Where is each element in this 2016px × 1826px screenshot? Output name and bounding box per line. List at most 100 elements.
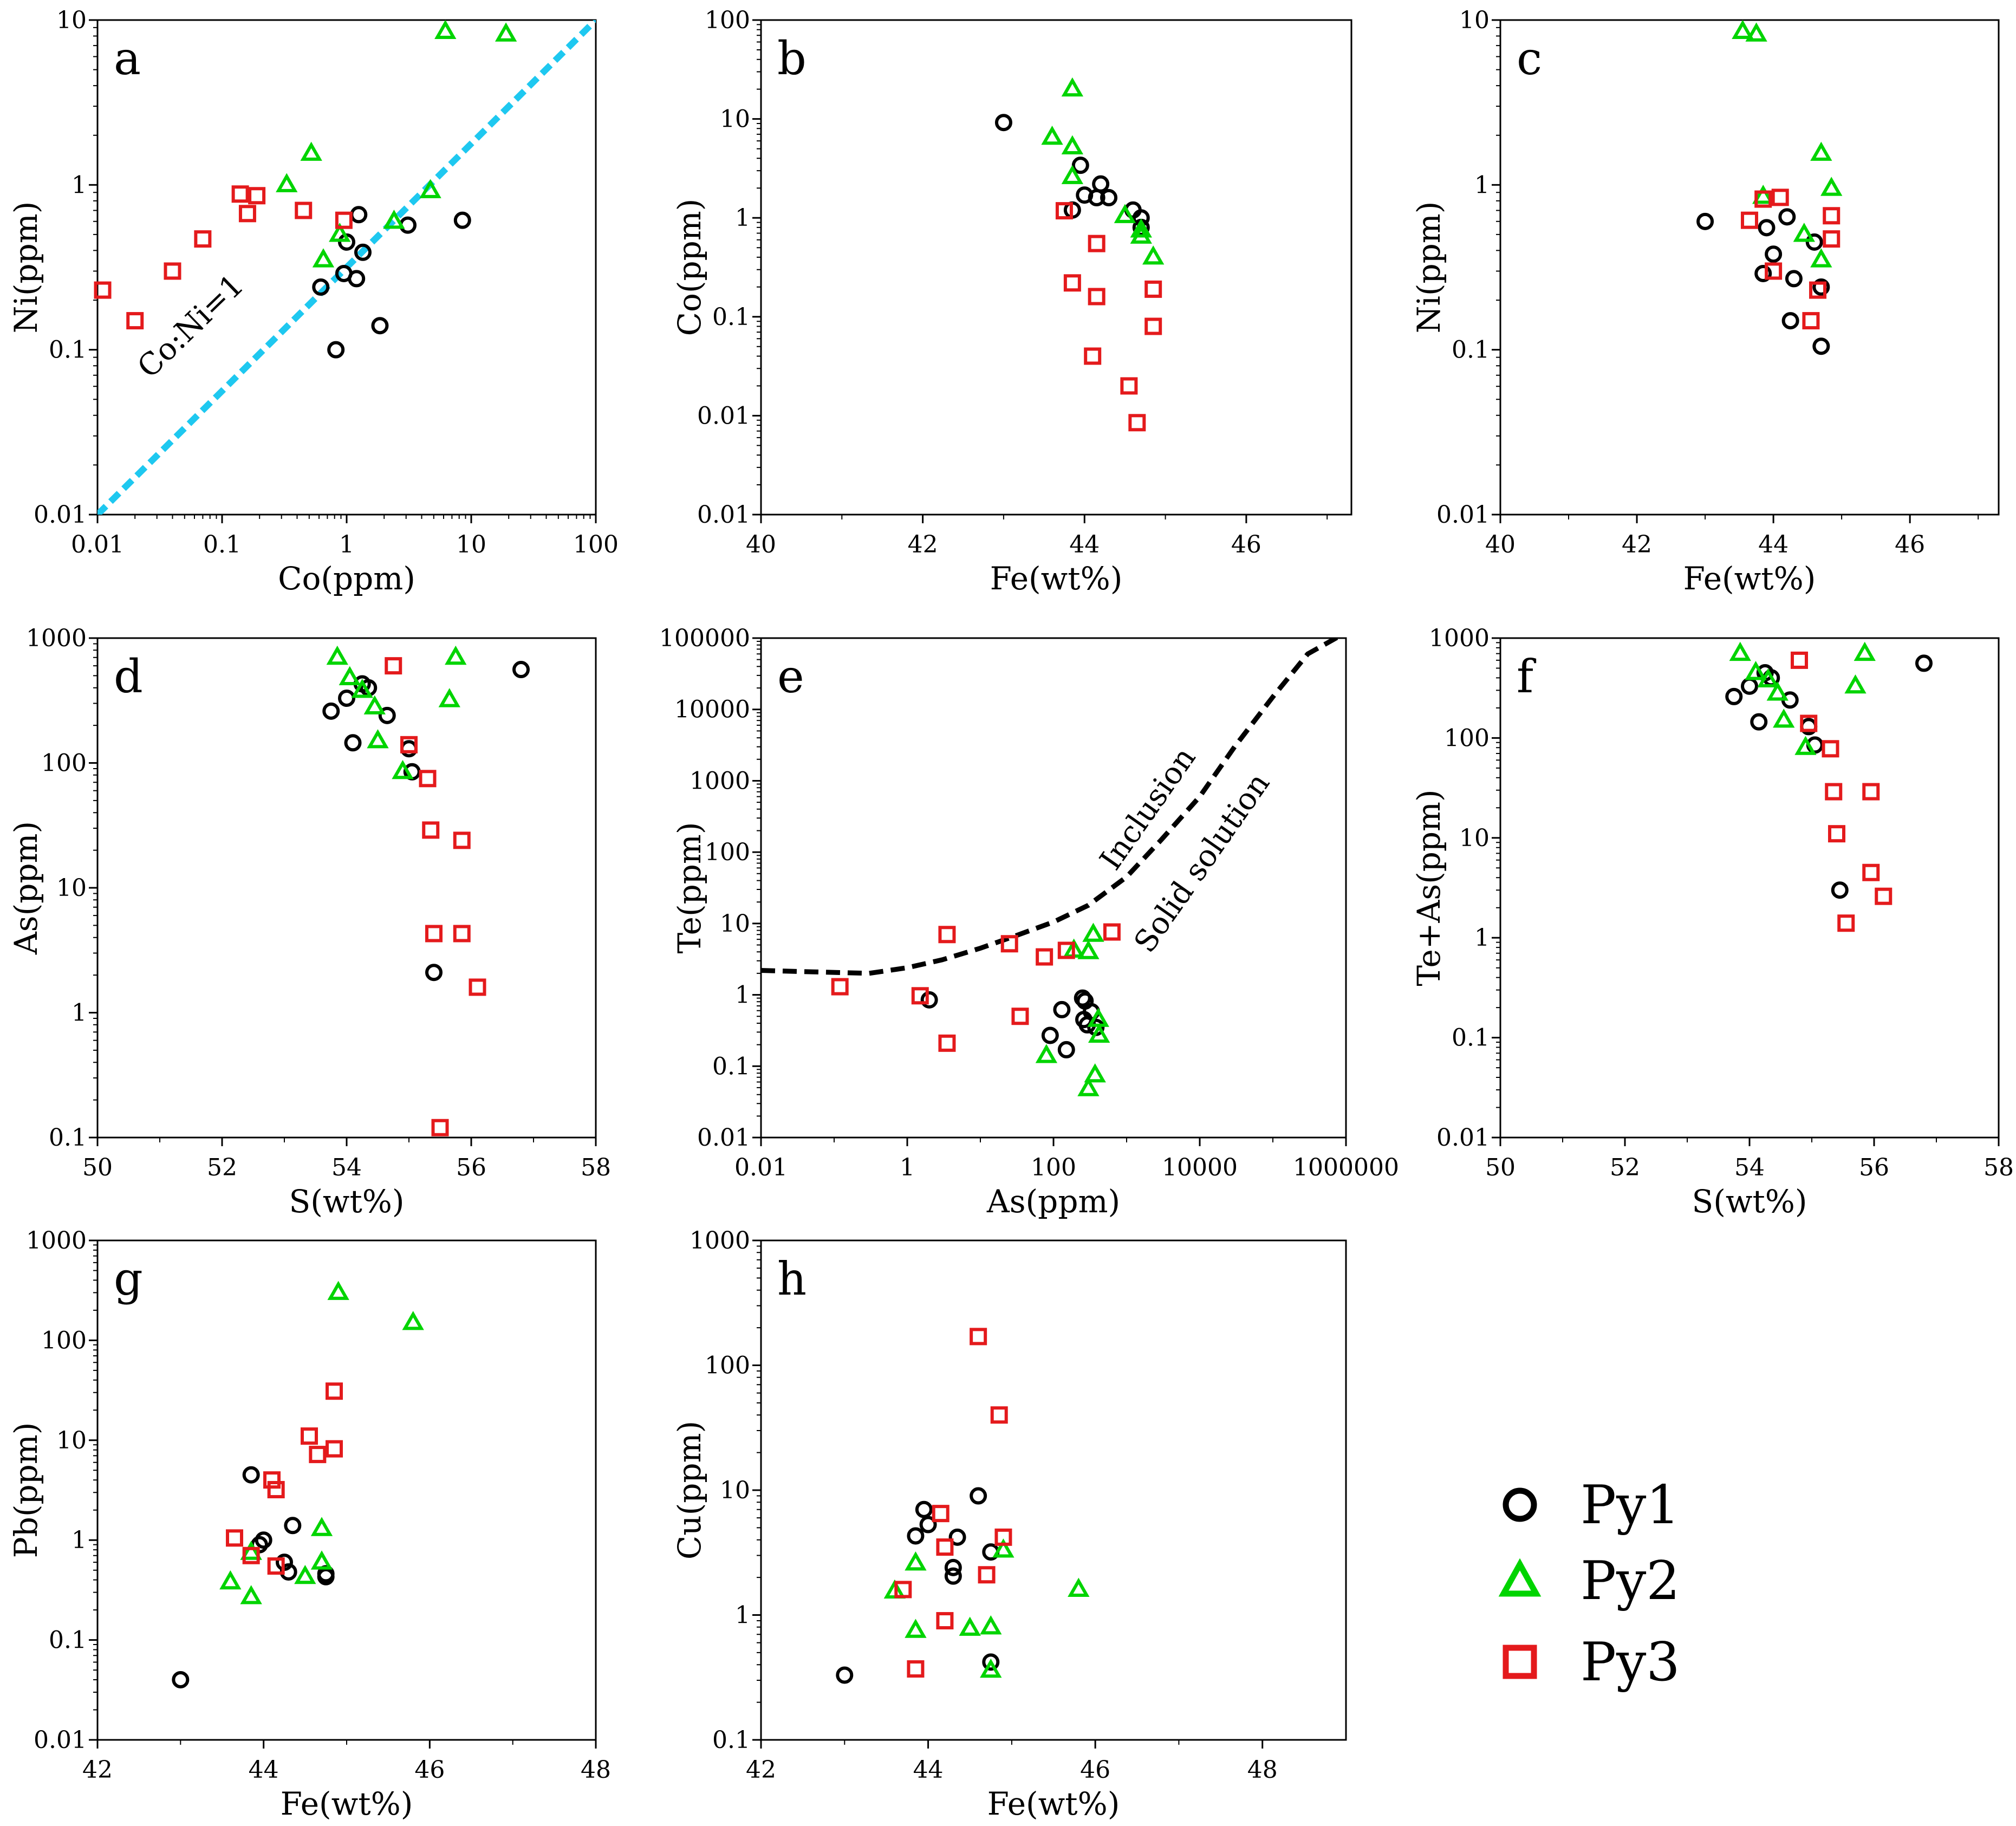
- series-py2-b: [1041, 77, 1165, 265]
- data-point-py3: [335, 211, 353, 229]
- data-point-py2: [438, 688, 460, 707]
- y-tick-label: 0.01: [34, 501, 87, 529]
- data-point-py2: [1130, 218, 1152, 238]
- data-point-py1: [1805, 233, 1823, 251]
- data-point-py2: [351, 679, 373, 698]
- data-point-py2: [1745, 661, 1767, 680]
- data-point-py1: [1778, 208, 1796, 226]
- series-py3-f: [1791, 651, 1893, 932]
- data-point-py3: [126, 312, 144, 330]
- data-point-py2: [980, 1658, 1002, 1678]
- data-point-py3: [1057, 941, 1075, 959]
- data-point-py1: [400, 740, 418, 758]
- data-point-py3: [431, 1119, 449, 1136]
- series-py2-c: [1732, 20, 1843, 268]
- data-point-py3: [1144, 280, 1162, 298]
- data-point-py1: [1100, 189, 1118, 206]
- x-minor-ticks-h: [844, 1740, 1180, 1745]
- x-minor-tick-path-f: [1562, 1138, 1937, 1142]
- data-point-py3: [248, 187, 266, 205]
- data-point-py3: [1144, 317, 1162, 335]
- data-point-py1: [1754, 264, 1772, 282]
- data-point-py1: [1812, 337, 1830, 355]
- x-tick-label: 40: [1485, 531, 1516, 558]
- plot-frame-f: [1499, 637, 2000, 1139]
- x-ticks-e: 0.01 1 100 10000 1000000: [734, 1138, 1399, 1181]
- data-point-py2: [1820, 177, 1843, 196]
- data-point-py2: [294, 1564, 316, 1584]
- data-point-py2: [992, 1538, 1014, 1558]
- legend-item-py3: Py3: [1503, 1632, 1680, 1693]
- data-point-py2: [1088, 1023, 1110, 1043]
- data-point-py2: [1810, 141, 1832, 161]
- data-point-py3: [1120, 377, 1138, 395]
- y-minor-tick-path-h: [757, 1245, 761, 1703]
- y-axis-label-b: Co(ppm): [671, 199, 708, 336]
- series-py1-c: [1696, 208, 1830, 355]
- data-point-py2: [1854, 641, 1876, 661]
- panel-label-h: h: [777, 1252, 807, 1305]
- data-point-py1: [970, 1487, 987, 1505]
- panel-a: 0.01 0.1 1 10 0.01 0.1 1 10 100 Co(ppm) Ni(ppm) a Co…: [8, 7, 619, 597]
- data-point-py3: [263, 1471, 281, 1489]
- data-point-py3: [1825, 783, 1843, 801]
- data-point-py3: [1800, 714, 1818, 732]
- data-point-py3: [1771, 189, 1789, 206]
- co-ni-line-label: Co:Ni=1: [131, 268, 250, 385]
- x-tick-label: 44: [1758, 531, 1789, 558]
- y-axis-label-g: Pb(ppm): [8, 1422, 44, 1558]
- y-tick-label: 100: [705, 1352, 750, 1380]
- series-py1-f: [1725, 654, 1933, 899]
- y-tick-label: 1: [735, 982, 750, 1009]
- x-tick-label: 52: [207, 1154, 237, 1181]
- y-minor-ticks-c: [1496, 27, 1500, 466]
- data-point-py1: [512, 661, 530, 679]
- data-point-py3: [938, 926, 956, 944]
- data-point-py2: [1793, 223, 1815, 242]
- x-tick-label: 46: [1080, 1756, 1110, 1784]
- series-py3-h: [894, 1328, 1012, 1678]
- data-point-py2: [276, 173, 298, 192]
- y-minor-tick-path-c: [1496, 27, 1500, 466]
- data-point-py2: [419, 179, 441, 198]
- data-point-py3: [238, 205, 256, 223]
- y-minor-tick-path-f: [1496, 642, 1500, 1108]
- y-ticks-d: 0.1 1 10 100 1000: [26, 625, 97, 1152]
- y-tick-label: 0.1: [712, 1726, 750, 1754]
- data-point-py2: [310, 1517, 333, 1536]
- data-point-py3: [1128, 414, 1146, 432]
- data-point-py2: [367, 729, 389, 749]
- x-ticks-h: 42 44 46 48: [746, 1740, 1278, 1784]
- data-point-py1: [1812, 278, 1830, 296]
- y-tick-label: 0.1: [1452, 1024, 1490, 1052]
- data-point-py1: [344, 734, 362, 752]
- x-axis-label-d: S(wt%): [289, 1183, 404, 1220]
- data-point-py2: [312, 248, 335, 268]
- y-tick-label: 0.01: [697, 501, 750, 529]
- data-point-py1: [1725, 687, 1743, 705]
- data-point-py3: [422, 821, 440, 839]
- y-tick-label: 100: [705, 7, 750, 34]
- y-minor-ticks-e: [757, 641, 761, 1117]
- series-py3-d: [385, 657, 486, 1136]
- y-tick-label: 0.01: [697, 1124, 750, 1152]
- data-point-py3: [164, 262, 181, 280]
- y-tick-label: 0.01: [1436, 1124, 1490, 1152]
- y-tick-label: 10: [56, 1427, 87, 1454]
- panel-e: 0.01 0.1 1 10 100 1000 10000 100000 0.01 1 100 1000…: [659, 625, 1399, 1220]
- data-point-py2: [1061, 135, 1084, 154]
- data-point-py3: [1063, 274, 1081, 292]
- data-point-py3: [1791, 651, 1808, 669]
- x-tick-label: 42: [1622, 531, 1652, 558]
- data-point-py2: [402, 1311, 424, 1330]
- data-point-py3: [1741, 211, 1758, 229]
- y-ticks-e: 0.01 0.1 1 10 100 1000 10000 100000: [659, 625, 761, 1152]
- data-point-py2: [1087, 1008, 1109, 1027]
- x-axis-label-g: Fe(wt%): [281, 1785, 413, 1822]
- x-tick-label: 54: [331, 1154, 362, 1181]
- x-minor-tick-path-a: [134, 515, 591, 519]
- series-py2-a: [276, 20, 517, 268]
- y-tick-label: 0.1: [49, 1627, 87, 1654]
- y-tick-label: 10: [1459, 7, 1490, 34]
